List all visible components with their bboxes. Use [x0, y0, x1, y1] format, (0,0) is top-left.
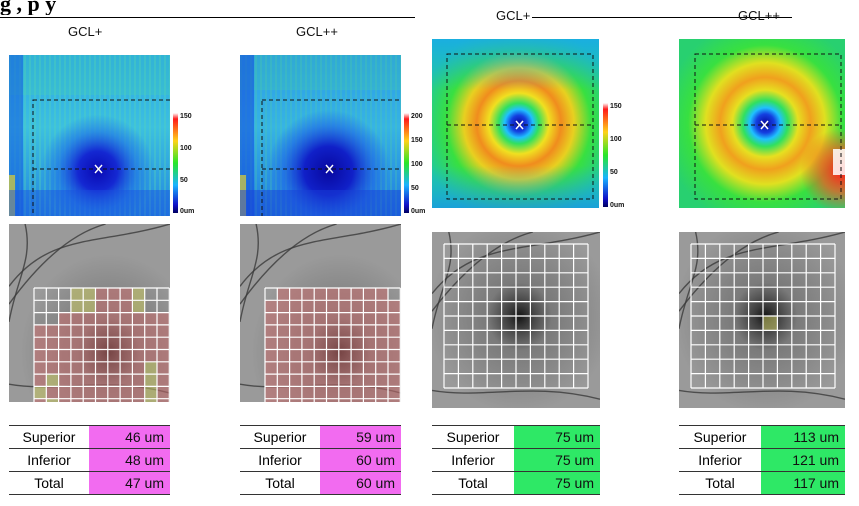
- panel-1-thickness-map: [9, 55, 170, 216]
- panel-1-color-scale: 150 100 50 0um: [173, 113, 201, 217]
- caption-text: g , p y: [0, 0, 57, 15]
- row-label: Total: [679, 471, 761, 495]
- table-row: Inferior 121 um: [679, 448, 845, 472]
- row-label: Total: [432, 471, 514, 495]
- table-row: Total 60 um: [240, 471, 401, 495]
- panel-4-fundus-grid: [679, 232, 845, 408]
- table-row: Total 75 um: [432, 471, 600, 495]
- row-value: 47 um: [89, 471, 170, 495]
- row-value: 75 um: [514, 425, 600, 449]
- row-value: 75 um: [514, 448, 600, 472]
- panel-1-label: GCL+: [68, 24, 103, 39]
- row-value: 59 um: [320, 425, 401, 449]
- row-value: 75 um: [514, 471, 600, 495]
- table-row: Inferior 60 um: [240, 448, 401, 472]
- figure-caption: g , p y: [0, 0, 859, 15]
- row-value: 46 um: [89, 425, 170, 449]
- row-label: Total: [240, 471, 320, 495]
- table-row: Total 47 um: [9, 471, 170, 495]
- row-label: Superior: [679, 425, 761, 449]
- panel-4-thickness-map: [679, 39, 845, 208]
- panel-2-thickness-map: [240, 55, 401, 216]
- panel-3-thickness-map: [432, 39, 599, 208]
- fovea-marker-icon: [325, 164, 334, 174]
- panel-4-label: GCL++: [738, 8, 780, 23]
- row-label: Inferior: [432, 448, 514, 472]
- table-row: Superior 46 um: [9, 425, 170, 449]
- row-value: 113 um: [761, 425, 845, 449]
- table-row: Total 117 um: [679, 471, 845, 495]
- row-label: Superior: [9, 425, 89, 449]
- row-label: Total: [9, 471, 89, 495]
- caption-underline-right: [532, 17, 792, 18]
- table-row: Superior 75 um: [432, 425, 600, 449]
- row-label: Inferior: [240, 448, 320, 472]
- row-value: 60 um: [320, 448, 401, 472]
- panel-1-thickness-table: Superior 46 um Inferior 48 um Total 47 u…: [9, 425, 170, 495]
- row-label: Superior: [432, 425, 514, 449]
- fovea-marker-icon: [515, 120, 524, 130]
- fovea-marker-icon: [94, 164, 103, 174]
- table-row: Inferior 48 um: [9, 448, 170, 472]
- row-label: Inferior: [9, 448, 89, 472]
- row-value: 48 um: [89, 448, 170, 472]
- panel-3-fundus-grid: [432, 232, 600, 408]
- row-label: Inferior: [679, 448, 761, 472]
- panel-2-fundus-grid: [240, 224, 401, 402]
- table-row: Superior 59 um: [240, 425, 401, 449]
- table-row: Superior 113 um: [679, 425, 845, 449]
- panel-3-color-scale: 150 100 50 0um: [603, 103, 631, 211]
- row-value: 117 um: [761, 471, 845, 495]
- row-value: 121 um: [761, 448, 845, 472]
- panel-4-thickness-table: Superior 113 um Inferior 121 um Total 11…: [679, 425, 845, 495]
- row-label: Superior: [240, 425, 320, 449]
- panel-2-thickness-table: Superior 59 um Inferior 60 um Total 60 u…: [240, 425, 401, 495]
- row-value: 60 um: [320, 471, 401, 495]
- panel-3-label: GCL+: [496, 8, 531, 23]
- panel-3-thickness-table: Superior 75 um Inferior 75 um Total 75 u…: [432, 425, 600, 495]
- panel-1-fundus-grid: [9, 224, 170, 402]
- caption-underline-left: [0, 17, 415, 18]
- table-row: Inferior 75 um: [432, 448, 600, 472]
- panel-2-label: GCL++: [296, 24, 338, 39]
- panel-2-color-scale: 200 150 100 50 0um: [404, 113, 432, 217]
- fovea-marker-icon: [760, 120, 769, 130]
